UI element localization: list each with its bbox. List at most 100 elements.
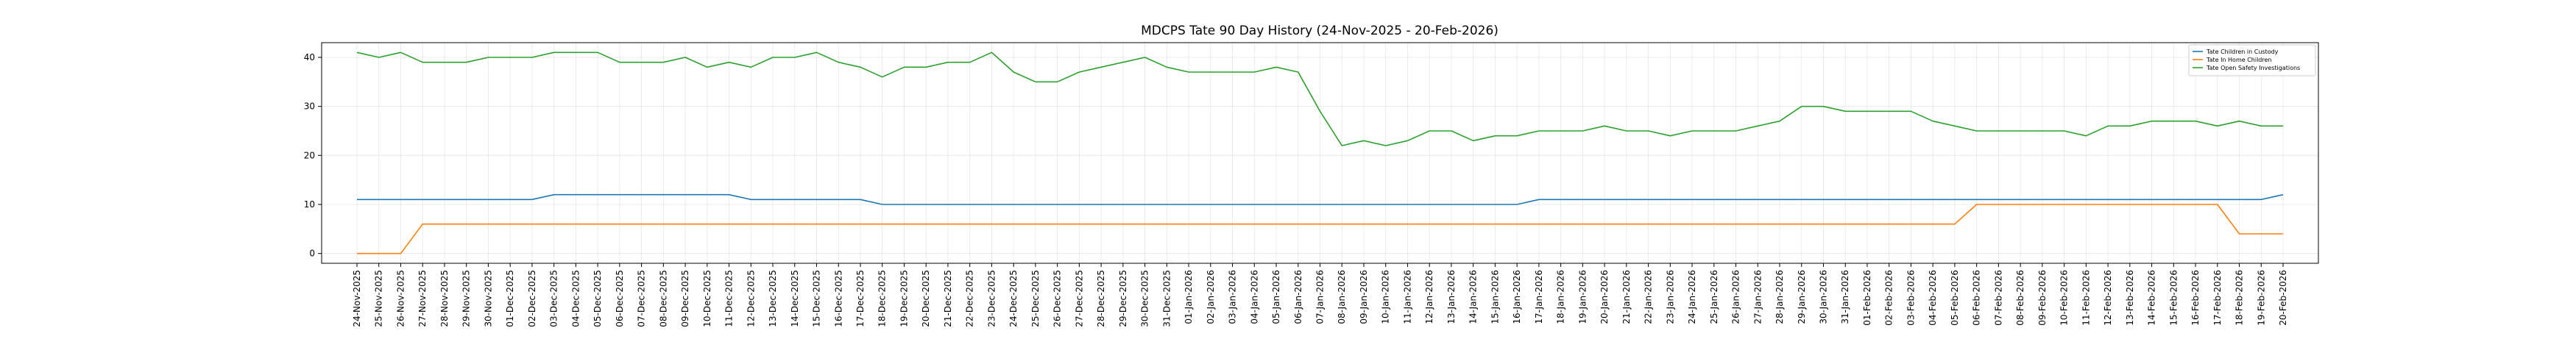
x-tick-label: 11-Feb-2026 <box>2081 270 2091 326</box>
y-tick-label: 20 <box>304 150 315 160</box>
x-tick-label: 09-Dec-2025 <box>680 270 690 327</box>
x-tick-label: 28-Dec-2025 <box>1096 270 1106 327</box>
x-tick-label: 14-Jan-2026 <box>1468 270 1479 324</box>
legend-label: Tate In Home Children <box>2206 57 2272 63</box>
x-tick-label: 24-Jan-2026 <box>1687 270 1697 324</box>
x-tick-label: 29-Nov-2025 <box>461 270 472 327</box>
x-tick-label: 17-Dec-2025 <box>855 270 866 327</box>
x-tick-label: 17-Feb-2026 <box>2212 270 2223 326</box>
x-tick-label: 16-Dec-2025 <box>833 270 843 327</box>
x-tick-label: 18-Jan-2026 <box>1556 270 1566 324</box>
y-tick-label: 30 <box>304 101 315 112</box>
x-tick-label: 07-Feb-2026 <box>1993 270 2003 326</box>
x-tick-label: 07-Jan-2026 <box>1315 270 1326 324</box>
x-tick-label: 10-Jan-2026 <box>1381 270 1391 324</box>
series-layer <box>356 51 2284 254</box>
x-tick-label: 12-Dec-2025 <box>746 270 756 327</box>
x-tick-label: 10-Feb-2026 <box>2059 270 2070 326</box>
x-tick-label: 13-Feb-2026 <box>2125 270 2135 326</box>
x-tick-label: 25-Nov-2025 <box>374 270 384 327</box>
x-tick-label: 06-Jan-2026 <box>1293 270 1303 324</box>
x-tick-label: 22-Jan-2026 <box>1643 270 1654 324</box>
legend-box <box>2188 44 2316 76</box>
x-tick-label: 13-Dec-2025 <box>768 270 778 327</box>
x-tick-label: 25-Jan-2026 <box>1709 270 1719 324</box>
x-tick-label: 30-Dec-2025 <box>1140 270 1150 327</box>
x-tick-label: 20-Feb-2026 <box>2278 270 2288 326</box>
x-tick-label: 18-Feb-2026 <box>2234 270 2245 326</box>
x-tick-label: 03-Dec-2025 <box>549 270 559 327</box>
x-tick-label: 22-Dec-2025 <box>965 270 975 327</box>
x-tick-label: 29-Jan-2026 <box>1797 270 1807 324</box>
x-tick-label: 03-Feb-2026 <box>1906 270 1916 326</box>
x-tick-label: 18-Dec-2025 <box>877 270 888 327</box>
x-tick-label: 15-Jan-2026 <box>1490 270 1500 324</box>
x-tick-label: 21-Jan-2026 <box>1621 270 1632 324</box>
x-tick-label: 28-Nov-2025 <box>439 270 450 327</box>
y-tick-label: 10 <box>304 199 315 210</box>
x-tick-label: 20-Dec-2025 <box>921 270 931 327</box>
x-tick-label: 31-Dec-2025 <box>1161 270 1172 327</box>
x-tick-label: 14-Dec-2025 <box>790 270 800 327</box>
x-tick-label: 19-Feb-2026 <box>2256 270 2266 326</box>
x-tick-label: 28-Jan-2026 <box>1774 270 1785 324</box>
x-tick-label: 16-Feb-2026 <box>2190 270 2201 326</box>
y-tick-label: 40 <box>304 52 315 63</box>
x-tick-label: 24-Dec-2025 <box>1008 270 1019 327</box>
x-tick-label: 31-Jan-2026 <box>1840 270 1850 324</box>
x-tick-label: 13-Jan-2026 <box>1446 270 1457 324</box>
x-tick-label: 01-Jan-2026 <box>1183 270 1194 324</box>
x-tick-label: 08-Dec-2025 <box>658 270 668 327</box>
x-tick-label: 16-Jan-2026 <box>1512 270 1522 324</box>
x-tick-label: 30-Jan-2026 <box>1818 270 1828 324</box>
x-tick-label: 29-Dec-2025 <box>1118 270 1128 327</box>
x-tick-label: 17-Jan-2026 <box>1534 270 1544 324</box>
axes-layer: 0 10 20 30 40 24-Nov-2025 25-Nov-2025 26-Nov-20… <box>304 52 2288 327</box>
x-tick-label: 08-Jan-2026 <box>1337 270 1347 324</box>
x-tick-label: 02-Feb-2026 <box>1884 270 1894 326</box>
x-tick-label: 07-Dec-2025 <box>637 270 647 327</box>
x-tick-label: 24-Nov-2025 <box>352 270 362 327</box>
x-tick-label: 04-Dec-2025 <box>570 270 581 327</box>
series-line <box>357 204 2283 254</box>
x-tick-label: 21-Dec-2025 <box>943 270 953 327</box>
x-tick-label: 20-Jan-2026 <box>1599 270 1610 324</box>
x-tick-label: 05-Jan-2026 <box>1271 270 1281 324</box>
x-tick-label: 03-Jan-2026 <box>1228 270 1238 324</box>
x-tick-label: 26-Nov-2025 <box>395 270 406 327</box>
x-tick-label: 19-Jan-2026 <box>1577 270 1588 324</box>
x-tick-label: 27-Dec-2025 <box>1074 270 1084 327</box>
x-tick-label: 12-Jan-2026 <box>1424 270 1434 324</box>
y-tick-label: 0 <box>309 249 315 259</box>
grid-layer <box>322 43 2318 263</box>
x-tick-label: 23-Dec-2025 <box>986 270 997 327</box>
x-tick-label: 15-Feb-2026 <box>2168 270 2179 326</box>
x-tick-label: 06-Feb-2026 <box>1972 270 1982 326</box>
x-tick-label: 10-Dec-2025 <box>702 270 712 327</box>
x-tick-label: 25-Dec-2025 <box>1030 270 1041 327</box>
x-tick-label: 11-Jan-2026 <box>1402 270 1412 324</box>
x-tick-label: 27-Jan-2026 <box>1752 270 1763 324</box>
x-tick-label: 08-Feb-2026 <box>2015 270 2025 326</box>
x-tick-label: 04-Feb-2026 <box>1928 270 1938 326</box>
x-tick-label: 26-Jan-2026 <box>1731 270 1741 324</box>
x-tick-label: 14-Feb-2026 <box>2147 270 2157 326</box>
x-tick-label: 11-Dec-2025 <box>724 270 735 327</box>
x-tick-label: 02-Dec-2025 <box>527 270 537 327</box>
x-tick-label: 01-Dec-2025 <box>505 270 515 327</box>
x-tick-label: 05-Feb-2026 <box>1950 270 1960 326</box>
x-tick-label: 02-Jan-2026 <box>1206 270 1216 324</box>
chart-title: MDCPS Tate 90 Day History (24-Nov-2025 -… <box>1141 24 1498 38</box>
x-tick-label: 09-Jan-2026 <box>1359 270 1369 324</box>
x-tick-label: 27-Nov-2025 <box>417 270 428 327</box>
x-tick-label: 09-Feb-2026 <box>2037 270 2048 326</box>
x-tick-label: 26-Dec-2025 <box>1052 270 1063 327</box>
x-tick-label: 01-Feb-2026 <box>1862 270 1872 326</box>
x-tick-label: 15-Dec-2025 <box>812 270 822 327</box>
x-tick-label: 12-Feb-2026 <box>2103 270 2113 326</box>
legend-label: Tate Children in Custody <box>2206 49 2279 55</box>
plot-frame <box>321 42 2319 264</box>
legend-label: Tate Open Safety Investigations <box>2206 65 2300 71</box>
